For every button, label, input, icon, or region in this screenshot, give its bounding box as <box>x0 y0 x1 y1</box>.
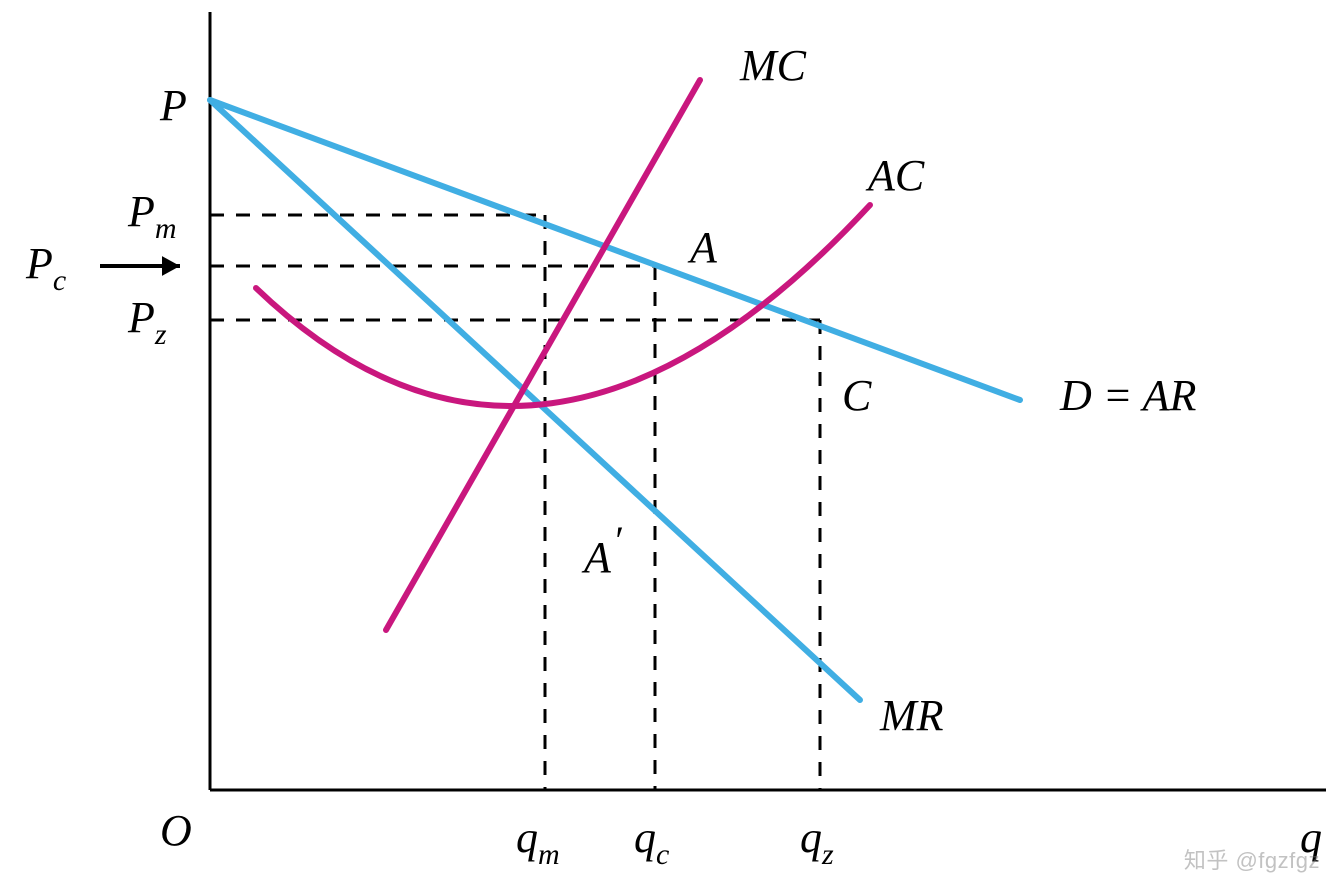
mr-line <box>210 100 860 700</box>
label-Aprime: A′ <box>581 518 623 582</box>
label-MR: MR <box>879 691 944 740</box>
label-MC: MC <box>739 41 807 90</box>
label-Pm: Pm <box>127 187 177 245</box>
label-qm: qm <box>516 813 560 871</box>
ac-curve <box>256 205 870 406</box>
watermark: 知乎 @fgzfgz <box>1184 843 1320 875</box>
label-A: A <box>687 223 718 272</box>
label-P: P <box>159 81 187 130</box>
label-O: O <box>160 806 192 855</box>
label-Pc: Pc <box>25 239 66 297</box>
label-Pz: Pz <box>127 293 167 351</box>
label-DAR: D = AR <box>1059 371 1197 420</box>
demand-ar-line <box>210 100 1020 400</box>
label-qc: qc <box>634 813 669 871</box>
label-C: C <box>842 371 872 420</box>
pc-arrow-head <box>162 256 180 276</box>
label-AC: AC <box>865 151 925 200</box>
label-qz: qz <box>800 813 834 871</box>
mc-curve <box>386 80 700 630</box>
